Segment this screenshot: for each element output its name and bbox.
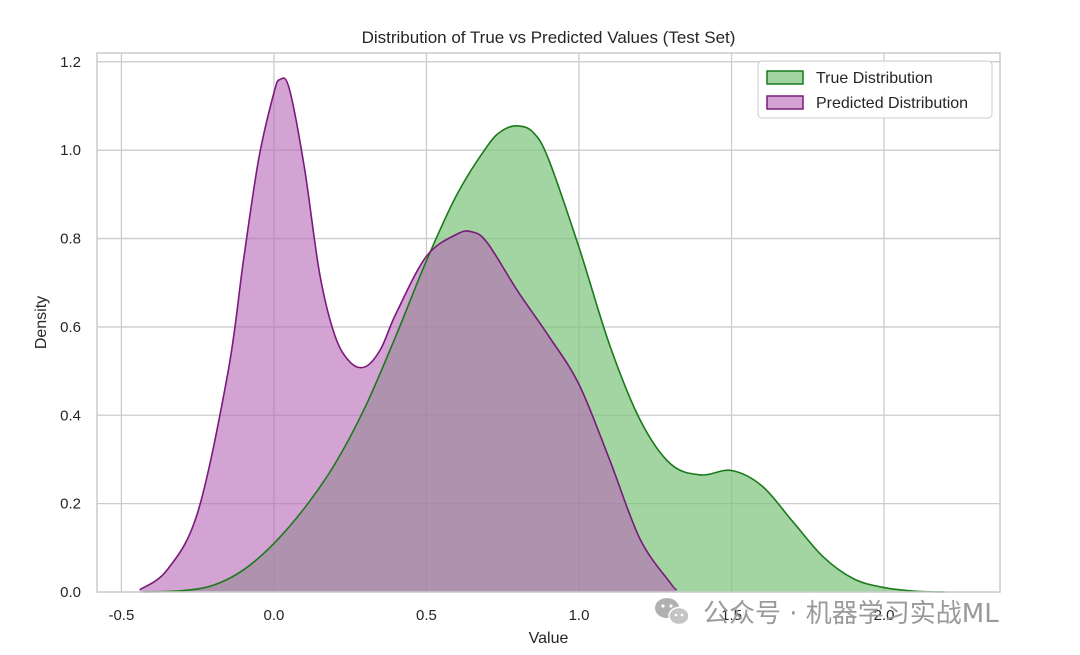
true-distribution-legend-label: True Distribution: [816, 70, 933, 87]
x-tick-label: -0.5: [108, 607, 134, 624]
x-tick-label: 1.5: [721, 607, 742, 624]
x-tick-label: 0.0: [264, 607, 285, 624]
y-tick-label: 0.6: [60, 319, 81, 336]
wechat-icon: [655, 598, 690, 626]
x-tick-label: 1.0: [569, 607, 590, 624]
true-distribution-legend-swatch: [766, 70, 804, 85]
y-tick-label: 1.0: [60, 142, 81, 159]
watermark-text: 公众号 · 机器学习实战ML: [703, 599, 999, 629]
legend-box: [757, 60, 993, 119]
y-tick-label: 1.2: [60, 54, 81, 71]
watermark: 公众号 · 机器学习实战ML: [655, 598, 999, 629]
predicted-distribution-line: [139, 77, 678, 591]
chart-title: Distribution of True vs Predicted Values…: [362, 28, 736, 47]
y-axis-label: Density: [33, 296, 50, 349]
y-tick-label: 0.8: [60, 231, 81, 248]
legend: True Distribution Predicted Distribution: [757, 60, 993, 119]
x-tick-labels: -0.5 0.0 0.5 1.0 1.5 2.0: [108, 607, 894, 624]
series-fills: [139, 78, 946, 592]
series-lines: [139, 77, 946, 593]
y-tick-label: 0.0: [60, 584, 81, 601]
plot-frame: [96, 52, 1001, 593]
y-tick-label: 0.2: [60, 496, 81, 513]
predicted-distribution-area: [139, 78, 677, 592]
y-tick-labels: 0.0 0.2 0.4 0.6 0.8 1.0 1.2: [60, 54, 81, 601]
true-distribution-line: [142, 125, 946, 593]
predicted-distribution-legend-label: Predicted Distribution: [816, 95, 968, 112]
x-axis-label: Value: [529, 630, 569, 647]
x-tick-label: 2.0: [874, 607, 895, 624]
y-tick-label: 0.4: [60, 407, 81, 424]
predicted-distribution-legend-swatch: [766, 95, 804, 110]
x-tick-label: 0.5: [416, 607, 437, 624]
